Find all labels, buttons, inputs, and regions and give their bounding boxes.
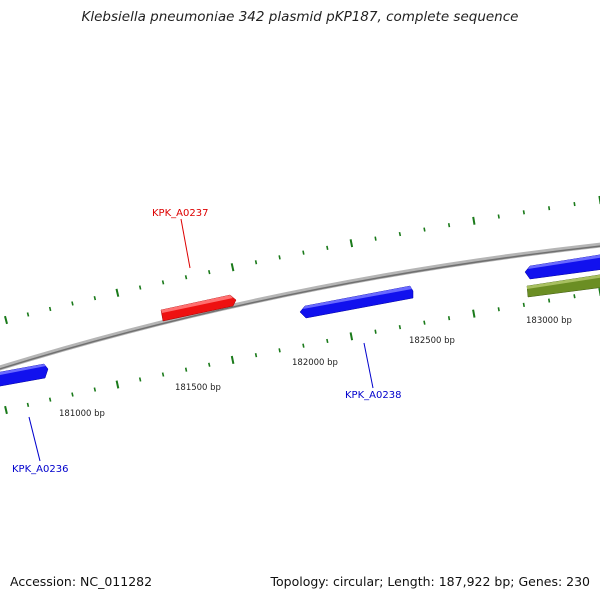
inner-track-tick [26, 402, 30, 407]
inner-track-tick [472, 309, 476, 318]
inner-track-tick [326, 338, 329, 344]
inner-track-tick [208, 362, 211, 367]
inner-track-tick [423, 320, 426, 325]
outer-track-tick [548, 206, 551, 211]
outer-track-tick [208, 270, 211, 275]
inner-track-tick [230, 355, 235, 365]
backbone-arc-shade [0, 245, 600, 370]
gene-label-KPK_A0236[interactable]: KPK_A0236 [12, 464, 68, 475]
scale-label-181000: 181000 bp [59, 409, 105, 419]
scale-label-183000: 183000 bp [526, 316, 572, 326]
outer-track-tick [349, 239, 354, 248]
outer-track-tick [4, 315, 8, 325]
outer-track-tick [522, 210, 525, 215]
gene-label-KPK_A0237[interactable]: KPK_A0237 [152, 208, 208, 219]
outer-track-tick [230, 263, 235, 272]
outer-track-tick [423, 227, 426, 232]
scale-label-182000: 182000 bp [292, 358, 338, 368]
summary-text: Topology: circular; Length: 187,922 bp; … [270, 574, 591, 589]
outer-track-tick [374, 236, 377, 241]
inner-track-tick [278, 348, 281, 353]
outer-track-tick [497, 214, 500, 219]
inner-track-tick [522, 302, 525, 308]
outer-track-tick [472, 216, 476, 225]
gene-KPK_A0237[interactable] [160, 294, 237, 322]
inner-track-tick [48, 397, 52, 402]
outer-track-tick [138, 285, 142, 290]
scale-label-181500: 181500 bp [175, 383, 221, 393]
outer-track-tick [48, 306, 52, 312]
inner-track-tick [349, 332, 354, 341]
backbone-arc [0, 242, 600, 371]
outer-track-tick [184, 275, 188, 280]
gene-KPK_A0238[interactable] [299, 285, 414, 319]
inner-track-tick [447, 316, 451, 321]
outer-track-tick [71, 301, 74, 306]
inner-track-tick [115, 380, 120, 389]
outer-track-tick [278, 255, 281, 260]
inner-tick-track [4, 287, 600, 415]
inner-track-tick [548, 298, 551, 303]
accession-text: Accession: NC_011282 [10, 574, 153, 589]
leader-line-KPK_A0238 [363, 342, 374, 389]
outer-track-tick [398, 231, 402, 237]
inner-track-tick [497, 307, 500, 312]
inner-track-tick [138, 377, 142, 382]
inner-track-tick [254, 353, 258, 358]
inner-track-tick [573, 294, 576, 299]
outer-track-tick [115, 288, 120, 297]
leader-line-KPK_A0236 [28, 416, 41, 462]
outer-track-tick [26, 312, 30, 317]
outer-tick-track [4, 195, 600, 325]
outer-track-tick [93, 296, 97, 301]
outer-track-tick [302, 250, 305, 255]
inner-track-tick [161, 372, 165, 377]
outer-track-tick [161, 280, 165, 285]
inner-track-tick [374, 329, 377, 334]
inner-track-tick [398, 325, 402, 330]
inner-track-tick [302, 343, 305, 348]
inner-track-tick [71, 392, 74, 397]
inner-track-tick [184, 367, 188, 372]
gene-KPK_A0236[interactable] [0, 363, 49, 387]
inner-track-tick [93, 387, 97, 392]
gene-unlabeled-blue[interactable] [524, 254, 600, 280]
inner-track-tick [4, 405, 8, 415]
leader-line-KPK_A0237 [180, 218, 191, 269]
scale-label-182500: 182500 bp [409, 336, 455, 346]
map-title: Klebsiella pneumoniae 342 plasmid pKP187… [81, 9, 519, 25]
outer-track-tick [254, 260, 258, 265]
outer-track-tick [447, 223, 451, 228]
outer-track-tick [326, 245, 329, 250]
gene-unlabeled-olive[interactable] [526, 274, 600, 298]
gene-label-KPK_A0238[interactable]: KPK_A0238 [345, 390, 401, 401]
outer-track-tick [573, 201, 576, 207]
